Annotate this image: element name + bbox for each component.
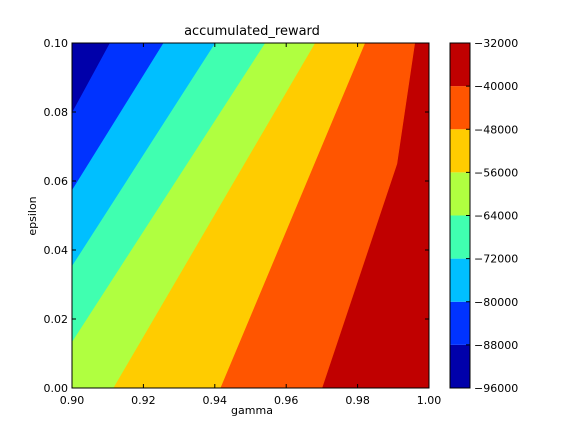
colorbar-tick-label: −80000 (474, 296, 518, 309)
x-tick-label: 0.98 (345, 394, 370, 407)
colorbar-tick-label: −48000 (474, 123, 518, 136)
colorbar-segment (450, 344, 470, 388)
plot-area (71, 42, 429, 389)
plot-frame (71, 42, 430, 389)
colorbar-segment (450, 215, 470, 259)
y-tick-label: 0.04 (44, 244, 69, 257)
chart-title: accumulated_reward (184, 24, 320, 39)
y-tick-label: 0.10 (44, 37, 69, 50)
colorbar-segment (450, 172, 470, 216)
x-axis-label: gamma (231, 404, 273, 417)
colorbar-segment (450, 43, 470, 87)
y-tick-label: 0.08 (44, 106, 69, 119)
x-tick-label: 1.00 (417, 394, 442, 407)
colorbar-tick-label: −40000 (474, 80, 518, 93)
colorbar: −96000 −88000 −80000 −72000 −64000 −56000 −480… (449, 37, 518, 395)
y-tick-label: 0.02 (44, 313, 69, 326)
axes: 0.90 0.92 0.94 0.96 0.98 1.00 0.00 0.02 0.04 0.06… (44, 37, 442, 407)
y-tick-label: 0.00 (44, 382, 69, 395)
colorbar-tick-label: −96000 (474, 382, 518, 395)
x-tick-label: 0.92 (131, 394, 156, 407)
colorbar-segment (450, 301, 470, 345)
y-tick-label: 0.06 (44, 175, 69, 188)
colorbar-tick-label: −64000 (474, 210, 518, 223)
colorbar-tick-label: −88000 (474, 339, 518, 352)
colorbar-tick-label: −56000 (474, 166, 518, 179)
colorbar-segment (450, 258, 470, 302)
x-tick-label: 0.90 (60, 394, 85, 407)
y-axis-label: epsilon (26, 196, 39, 235)
x-tick-label: 0.94 (203, 394, 228, 407)
x-tick-label: 0.96 (274, 394, 299, 407)
colorbar-tick-label: −32000 (474, 37, 518, 50)
colorbar-segment (450, 129, 470, 173)
colorbar-tick-label: −72000 (474, 253, 518, 266)
colorbar-segment (450, 86, 470, 130)
